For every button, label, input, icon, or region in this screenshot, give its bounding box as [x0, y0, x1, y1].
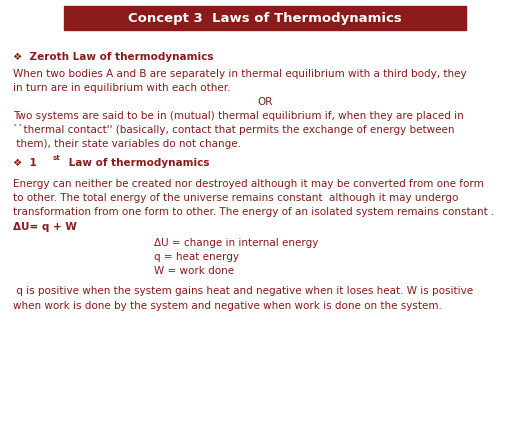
- Text: ❖  1: ❖ 1: [13, 158, 37, 168]
- Text: q = heat energy: q = heat energy: [154, 252, 238, 261]
- Text: Concept 3  Laws of Thermodynamics: Concept 3 Laws of Thermodynamics: [128, 12, 402, 25]
- Text: q is positive when the system gains heat and negative when it loses heat. W is p: q is positive when the system gains heat…: [13, 286, 473, 296]
- Text: Energy can neither be created nor destroyed although it may be converted from on: Energy can neither be created nor destro…: [13, 178, 484, 188]
- Text: when work is done by the system and negative when work is done on the system.: when work is done by the system and nega…: [13, 300, 442, 310]
- Text: to other. The total energy of the universe remains constant  although it may und: to other. The total energy of the univer…: [13, 192, 458, 202]
- Text: OR: OR: [257, 97, 273, 106]
- Text: ΔU = change in internal energy: ΔU = change in internal energy: [154, 238, 318, 247]
- Text: ❖  Zeroth Law of thermodynamics: ❖ Zeroth Law of thermodynamics: [13, 52, 214, 62]
- Text: them), their state variables do not change.: them), their state variables do not chan…: [13, 139, 241, 148]
- Text: When two bodies A and B are separately in thermal equilibrium with a third body,: When two bodies A and B are separately i…: [13, 69, 467, 78]
- FancyBboxPatch shape: [64, 7, 466, 31]
- Text: W = work done: W = work done: [154, 266, 234, 276]
- Text: st: st: [53, 155, 61, 161]
- Text: ΔU= q + W: ΔU= q + W: [13, 221, 77, 231]
- Text: ``thermal contact'' (basically, contact that permits the exchange of energy betw: ``thermal contact'' (basically, contact …: [13, 124, 455, 135]
- Text: in turn are in equilibrium with each other.: in turn are in equilibrium with each oth…: [13, 83, 231, 92]
- Text: transformation from one form to other. The energy of an isolated system remains : transformation from one form to other. T…: [13, 206, 494, 216]
- Text: Law of thermodynamics: Law of thermodynamics: [65, 158, 210, 168]
- Text: Two systems are said to be in (mutual) thermal equilibrium if, when they are pla: Two systems are said to be in (mutual) t…: [13, 111, 464, 120]
